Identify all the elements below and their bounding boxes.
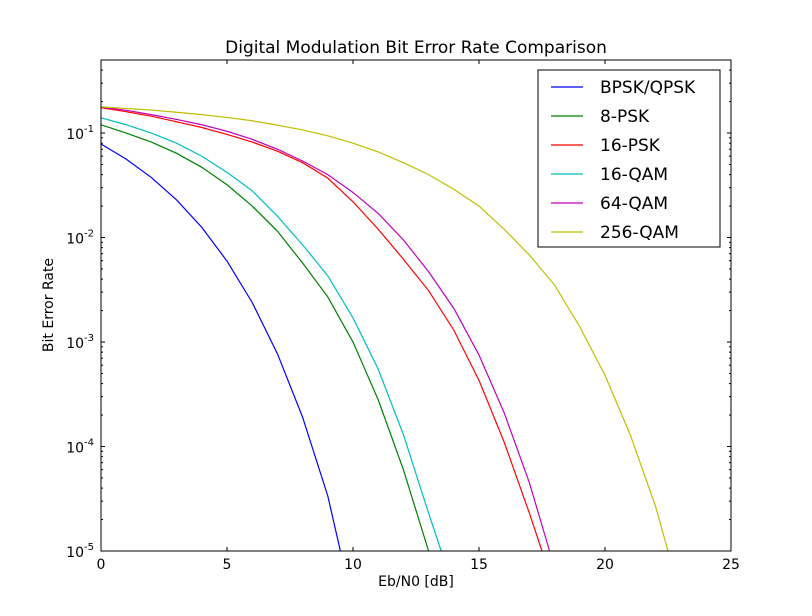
x-tick-label-0: 0 — [97, 557, 106, 573]
legend-label-4: 64-QAM — [600, 194, 668, 214]
series-line-4 — [100, 106, 551, 552]
y-tick-label-1: 10-4 — [66, 438, 94, 457]
tick-labels: 0 5 10 15 20 25 10-5 10-4 10-3 10-2 10-1 — [66, 124, 740, 573]
y-tick-label-3: 10-2 — [66, 229, 94, 248]
x-tick-label-4: 20 — [596, 557, 614, 573]
chart-title: Digital Modulation Bit Error Rate Compar… — [225, 38, 607, 58]
legend-label-0: BPSK/QPSK — [600, 78, 696, 98]
series-line-3 — [100, 117, 442, 552]
x-tick-label-2: 10 — [344, 557, 362, 573]
axis-ticks — [100, 60, 732, 552]
legend-label-5: 256-QAM — [600, 223, 679, 243]
x-tick-label-5: 25 — [722, 557, 740, 573]
x-tick-label-1: 5 — [223, 557, 232, 573]
y-axis-label: Bit Error Rate — [41, 258, 57, 352]
y-tick-label-2: 10-3 — [66, 333, 94, 352]
series-line-2 — [100, 107, 543, 552]
legend-box — [537, 69, 721, 248]
legend-label-1: 8-PSK — [600, 107, 650, 127]
series-lines — [100, 106, 669, 552]
series-line-0 — [100, 143, 341, 552]
legend-label-2: 16-PSK — [600, 136, 661, 156]
plot-frame — [100, 59, 732, 552]
y-tick-label-4: 10-1 — [66, 124, 94, 143]
series-line-1 — [100, 124, 430, 552]
series-line-5 — [100, 106, 669, 552]
legend: BPSK/QPSK 8-PSK 16-PSK 16-QAM 64-QAM 256-QAM — [537, 69, 721, 248]
y-tick-label-0: 10-5 — [66, 542, 94, 561]
x-axis-label: Eb/N0 [dB] — [378, 574, 454, 590]
legend-label-3: 16-QAM — [600, 165, 668, 185]
x-tick-label-3: 15 — [470, 557, 488, 573]
